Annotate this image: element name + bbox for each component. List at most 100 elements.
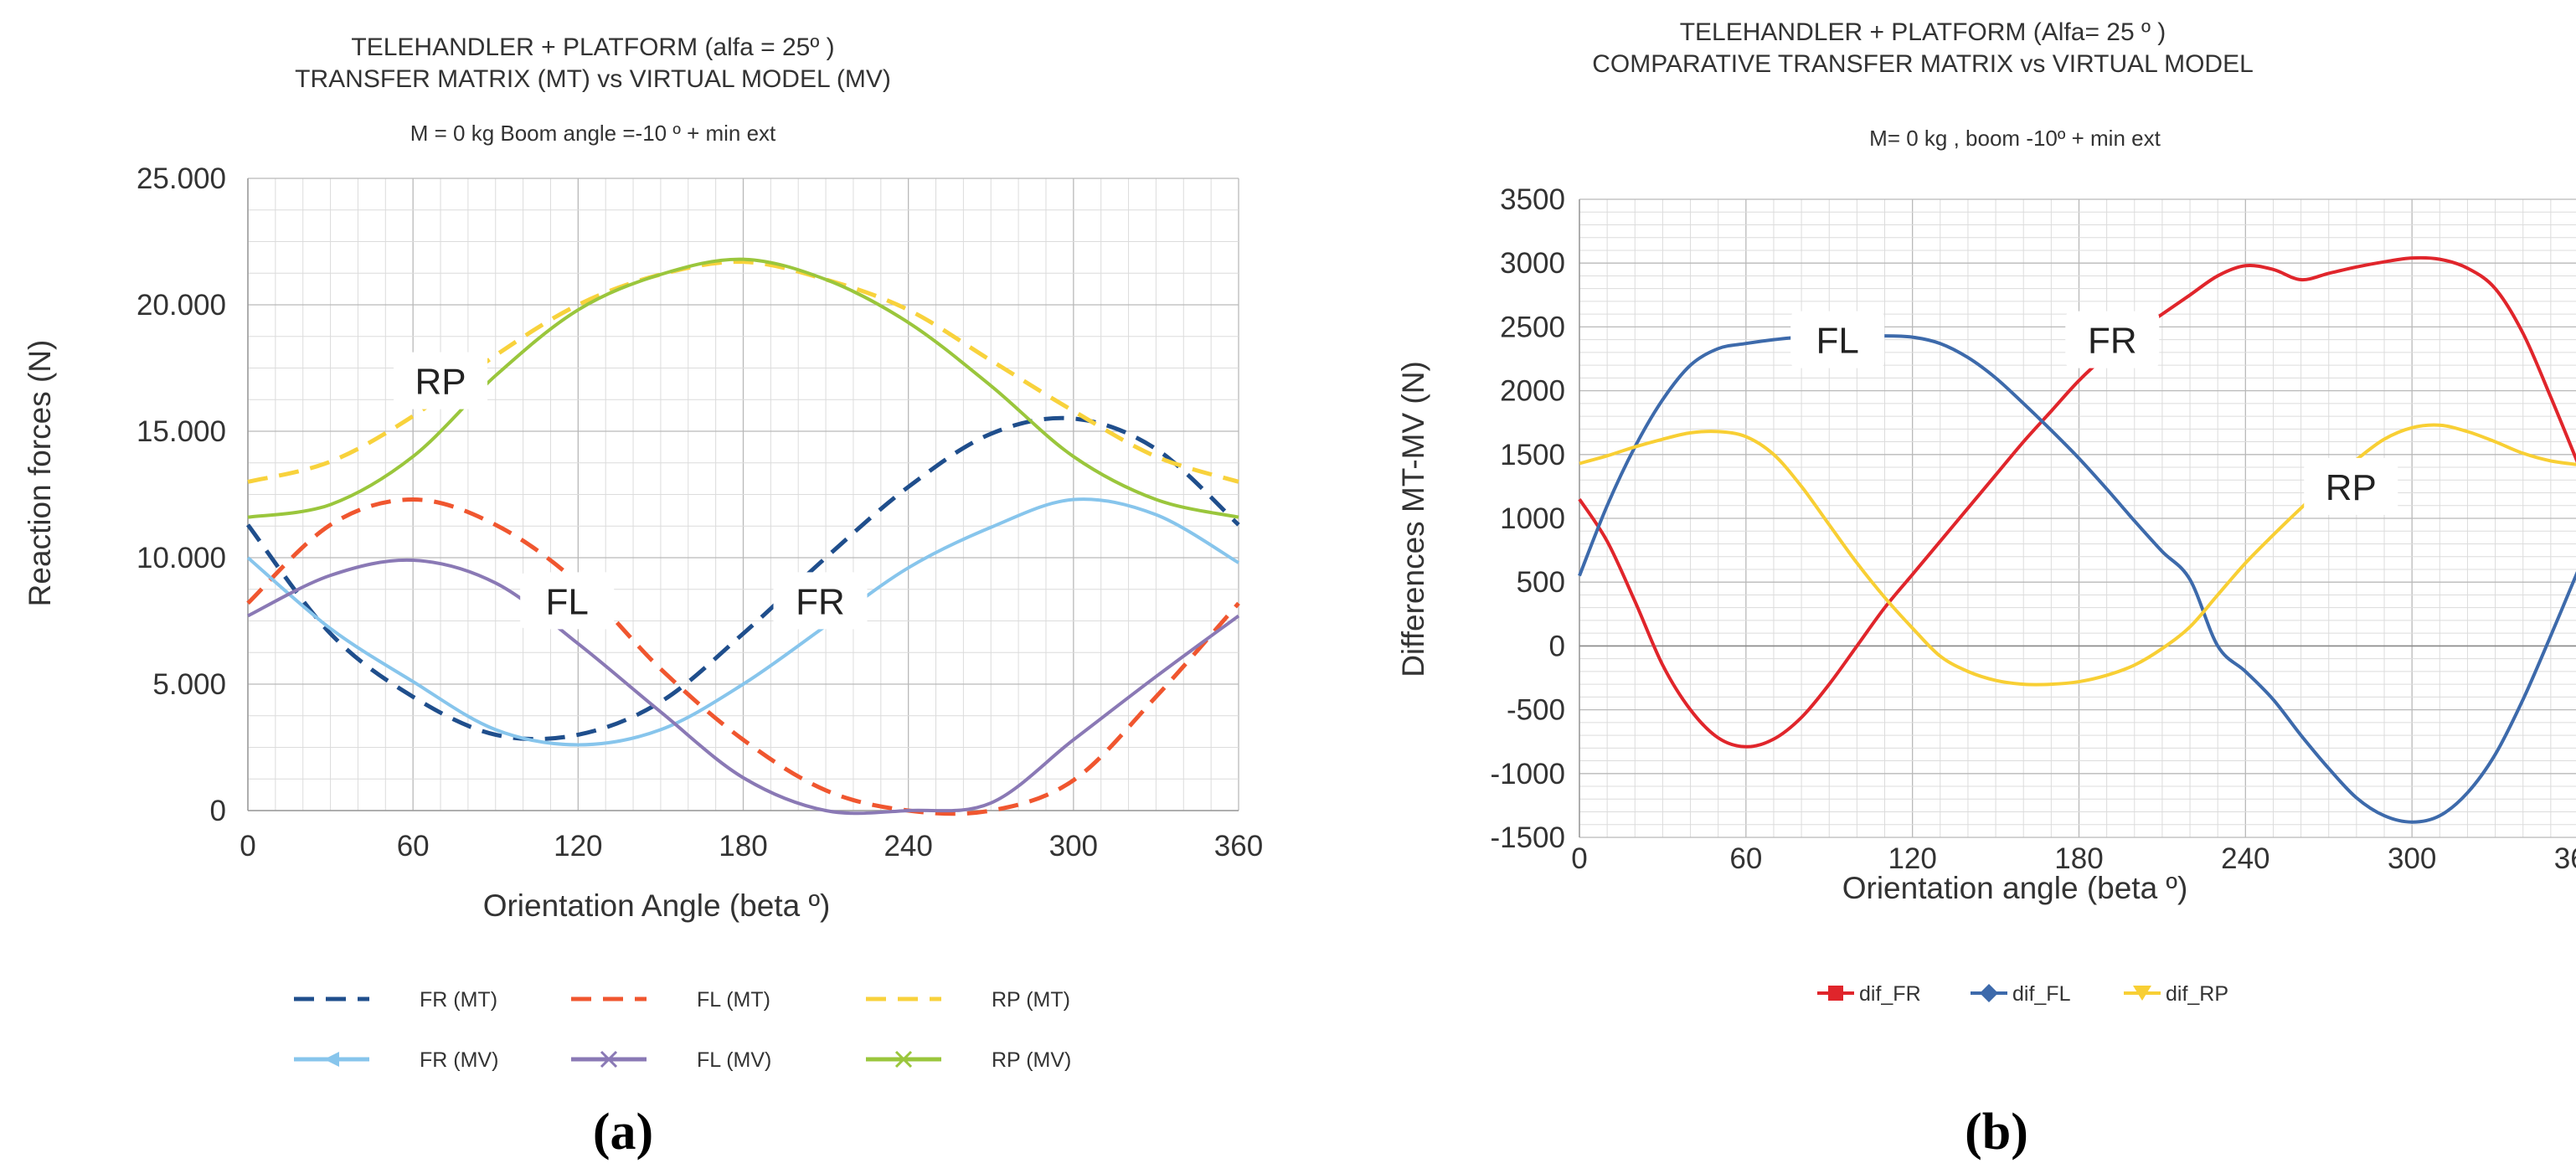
chart-a-title-line-1: TELEHANDLER + PLATFORM (alfa = 25º ) <box>351 33 834 61</box>
chart-a-ticks: 0 60 120 180 240 300 360 0 5.000 10.000 15.000 20.0… <box>137 162 1263 862</box>
y-tick-label: 2000 <box>1500 375 1565 408</box>
legend-item: dif_FL <box>1971 982 2071 1006</box>
legend-marker <box>324 1052 339 1067</box>
chart-b-series-group <box>1578 255 2576 824</box>
chart-b-annotations: FL FR RP <box>1790 311 2398 515</box>
x-tick-label: 60 <box>397 830 430 862</box>
chart-b-subtitle: M= 0 kg , boom -10º + min ext <box>1869 126 2161 151</box>
y-tick-label: 1000 <box>1500 502 1565 535</box>
series-line-rp-mv <box>247 257 1239 519</box>
legend-marker <box>1980 984 1998 1002</box>
series-line-fr-mt <box>246 415 1240 742</box>
legend-item: FR (MT) <box>294 988 497 1012</box>
annotation-background <box>2304 457 2398 515</box>
annotation-background <box>773 572 868 630</box>
chart-b-y-axis-title: Differences MT-MV (N) <box>1396 361 1430 677</box>
chart-panel-a: TELEHANDLER + PLATFORM (alfa = 25º ) TRA… <box>23 33 1263 1161</box>
legend-label: dif_RP <box>2166 982 2228 1006</box>
chart-panel-b: TELEHANDLER + PLATFORM (Alfa= 25 º ) COM… <box>1396 18 2576 1161</box>
y-tick-label: 500 <box>1517 566 1565 599</box>
series-line-fl-mt <box>246 497 1240 816</box>
chart-a-series-group <box>246 257 1240 816</box>
legend-item: FR (MV) <box>294 1048 498 1072</box>
chart-b-x-axis-title: Orientation angle (beta º) <box>1842 871 2188 905</box>
legend-label: dif_FL <box>2012 982 2071 1006</box>
annotation-label: FR <box>796 581 845 622</box>
y-tick-label: -1000 <box>1490 758 1565 790</box>
legend-label: RP (MV) <box>992 1048 1071 1072</box>
annotation-background <box>520 572 615 630</box>
chart-b-legend: dif_FR dif_FL dif_RP <box>1817 982 2228 1006</box>
legend-marker <box>600 1050 618 1068</box>
legend-marker <box>1828 986 1843 1001</box>
y-tick-label: 10.000 <box>137 542 226 574</box>
x-tick-label: 360 <box>1214 830 1263 862</box>
legend-marker <box>894 1050 913 1068</box>
chart-a-x-axis-title: Orientation Angle (beta º) <box>483 888 831 923</box>
x-tick-label: 240 <box>2221 842 2269 875</box>
chart-a-title-line-2: TRANSFER MATRIX (MT) vs VIRTUAL MODEL (M… <box>295 65 891 93</box>
x-tick-label: 120 <box>554 830 602 862</box>
y-tick-label: 5.000 <box>152 668 226 701</box>
chart-a-panel-label: (a) <box>593 1104 653 1161</box>
series-line-rp-mt <box>247 260 1239 484</box>
y-tick-label: 1500 <box>1500 439 1565 471</box>
chart-a-grid <box>247 178 1239 811</box>
annotation-label: FL <box>546 581 589 622</box>
chart-b-grid <box>1579 198 2576 838</box>
annotation-background <box>2065 311 2160 368</box>
x-tick-label: 240 <box>884 830 932 862</box>
legend-item: RP (MT) <box>866 988 1070 1012</box>
annotation-label: FR <box>2088 321 2137 362</box>
x-tick-label: 180 <box>2054 842 2103 875</box>
chart-b-panel-label: (b) <box>1965 1104 2028 1161</box>
y-tick-label: 15.000 <box>137 415 226 448</box>
annotation-label: FL <box>1816 321 1859 362</box>
chart-b-title-line-2: COMPARATIVE TRANSFER MATRIX vs VIRTUAL M… <box>1592 50 2254 78</box>
x-tick-label: 60 <box>1729 842 1762 875</box>
x-tick-label: 180 <box>719 830 767 862</box>
chart-a-annotations: RP FL FR <box>394 352 868 630</box>
annotation-label: RP <box>415 362 466 403</box>
series-line-fr-mv <box>246 497 1240 747</box>
y-tick-label: 3500 <box>1500 183 1565 216</box>
series-line-dif-rp <box>1579 423 2576 687</box>
legend-label: FR (MT) <box>420 988 497 1012</box>
annotation-background <box>1790 311 1885 368</box>
legend-label: FL (MT) <box>697 988 770 1012</box>
series-line-fl-mv <box>247 558 1240 816</box>
y-tick-label: 25.000 <box>137 162 226 195</box>
legend-item: dif_RP <box>2124 982 2228 1006</box>
y-tick-label: 2500 <box>1500 311 1565 343</box>
chart-b-ticks: 0 60 120 180 240 300 360 -1500 -1000 -500 0 500 1000… <box>1490 183 2576 875</box>
chart-a-legend: FR (MT) FL (MT) RP (MT) FR (MV) FL (MV) RP (M… <box>294 988 1071 1072</box>
legend-item: RP (MV) <box>866 1048 1071 1072</box>
series-line-dif-fr <box>1578 255 2576 749</box>
y-tick-label: -500 <box>1507 694 1565 727</box>
chart-a-subtitle: M = 0 kg Boom angle =-10 º + min ext <box>410 121 776 146</box>
y-tick-label: -1500 <box>1490 821 1565 854</box>
legend-item: FL (MV) <box>571 1048 771 1072</box>
legend-label: dif_FR <box>1859 982 1921 1006</box>
x-tick-label: 0 <box>1571 842 1587 875</box>
chart-a-y-axis-title: Reaction forces (N) <box>23 340 57 607</box>
x-tick-label: 300 <box>2388 842 2436 875</box>
chart-b-title-line-1: TELEHANDLER + PLATFORM (Alfa= 25 º ) <box>1680 18 2166 46</box>
legend-item: dif_FR <box>1817 982 1921 1006</box>
legend-label: FR (MV) <box>420 1048 498 1072</box>
x-tick-label: 360 <box>2554 842 2576 875</box>
annotation-label: RP <box>2326 467 2377 508</box>
y-tick-label: 0 <box>210 795 226 827</box>
x-tick-label: 0 <box>240 830 255 862</box>
legend-label: FL (MV) <box>697 1048 771 1072</box>
legend-item: FL (MT) <box>571 988 770 1012</box>
x-tick-label: 120 <box>1888 842 1936 875</box>
y-tick-label: 3000 <box>1500 247 1565 280</box>
x-tick-label: 300 <box>1049 830 1098 862</box>
legend-label: RP (MT) <box>992 988 1070 1012</box>
y-tick-label: 20.000 <box>137 289 226 322</box>
annotation-background <box>394 352 488 409</box>
series-line-dif-fl <box>1578 334 2576 824</box>
legend-marker <box>2133 986 2151 1001</box>
